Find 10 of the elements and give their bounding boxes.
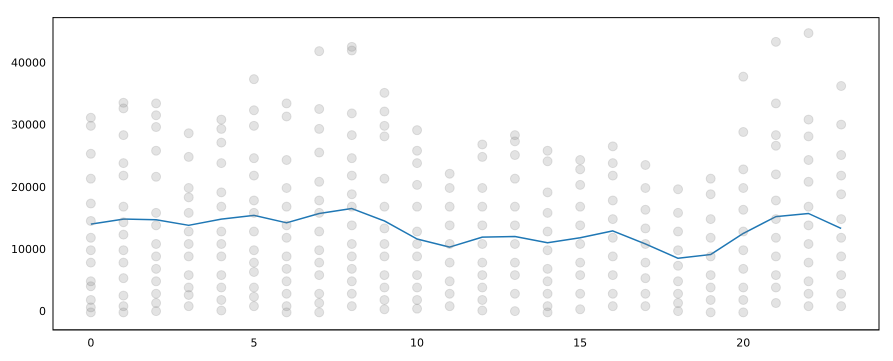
x-tick-label: 10 [410, 336, 424, 350]
y-tick-label: 30000 [10, 118, 46, 132]
x-tick-label: 20 [736, 336, 750, 350]
y-tick-label: 20000 [10, 180, 46, 194]
x-tick-label: 15 [573, 336, 588, 350]
y-tick-label: 0 [38, 305, 46, 318]
y-tick-label: 10000 [10, 243, 46, 256]
x-tick-label: 5 [250, 336, 258, 350]
x-tick-label: 0 [87, 336, 94, 350]
y-tick-label: 40000 [10, 56, 46, 70]
